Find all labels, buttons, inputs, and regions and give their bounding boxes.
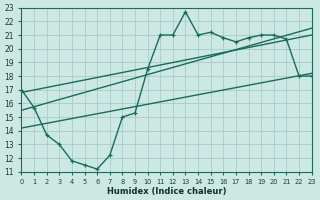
X-axis label: Humidex (Indice chaleur): Humidex (Indice chaleur)	[107, 187, 226, 196]
